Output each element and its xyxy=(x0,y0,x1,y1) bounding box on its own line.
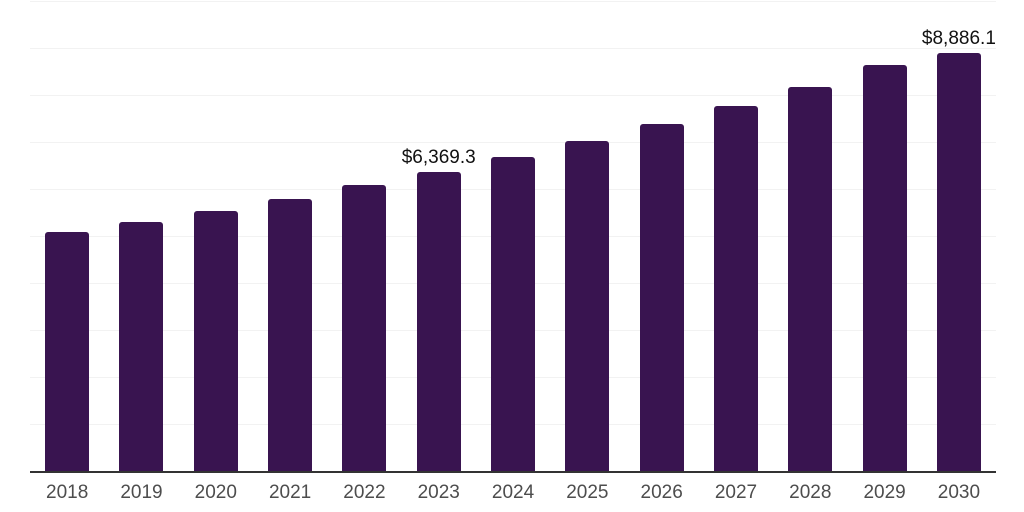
bar-value-label: $6,369.3 xyxy=(401,147,476,168)
x-tick-2029: 2029 xyxy=(863,482,906,503)
bar-2019[interactable] xyxy=(119,222,164,471)
bar-slot xyxy=(699,106,773,471)
x-tick-2023: 2023 xyxy=(417,482,460,503)
x-tick-2026: 2026 xyxy=(640,482,683,503)
bar-slot: $6,369.3 xyxy=(402,148,476,471)
bar-slot xyxy=(30,232,104,471)
bar-slot xyxy=(179,211,253,471)
bar-2021[interactable] xyxy=(268,199,313,471)
bar-2027[interactable] xyxy=(713,106,758,471)
gridline xyxy=(30,142,996,143)
bar-2025[interactable] xyxy=(565,141,610,471)
bar-2029[interactable] xyxy=(862,65,907,471)
bar-slot xyxy=(773,87,847,471)
bars-row: $6,369.3 $8,886.1 xyxy=(30,1,996,471)
bar-slot xyxy=(847,65,921,471)
bar-2024[interactable] xyxy=(491,157,536,471)
bar-2028[interactable] xyxy=(788,87,833,471)
x-tick-2019: 2019 xyxy=(120,482,163,503)
x-tick-2028: 2028 xyxy=(789,482,832,503)
x-tick-2022: 2022 xyxy=(343,482,386,503)
x-tick-2021: 2021 xyxy=(268,482,312,503)
bar-slot xyxy=(625,124,699,471)
gridline xyxy=(30,95,996,96)
bar-slot xyxy=(104,222,178,471)
x-tick-2024: 2024 xyxy=(491,482,535,503)
bar-slot xyxy=(327,185,401,471)
bar-2023[interactable] xyxy=(416,172,461,471)
x-tick-2025: 2025 xyxy=(566,482,609,503)
plot-area: $6,369.3 $8,886.1 xyxy=(30,1,996,473)
bar-2030[interactable] xyxy=(936,53,981,471)
gridline xyxy=(30,1,996,2)
bar-2020[interactable] xyxy=(193,211,238,471)
bar-2022[interactable] xyxy=(342,185,387,471)
bar-2026[interactable] xyxy=(639,124,684,471)
bar-slot xyxy=(476,157,550,471)
bar-slot xyxy=(550,141,624,471)
bar-value-label: $8,886.1 xyxy=(921,28,996,49)
x-tick-2027: 2027 xyxy=(714,482,758,503)
x-tick-2020: 2020 xyxy=(194,482,237,503)
bar-2018[interactable] xyxy=(45,232,90,471)
x-tick-2030: 2030 xyxy=(937,482,981,503)
gridline xyxy=(30,48,996,49)
bar-slot: $8,886.1 xyxy=(922,29,996,471)
x-axis: 2018 2019 2020 2021 2022 2023 2024 2025 2026 2027… xyxy=(30,483,996,502)
bar-slot xyxy=(253,199,327,471)
x-tick-2018: 2018 xyxy=(46,482,89,503)
